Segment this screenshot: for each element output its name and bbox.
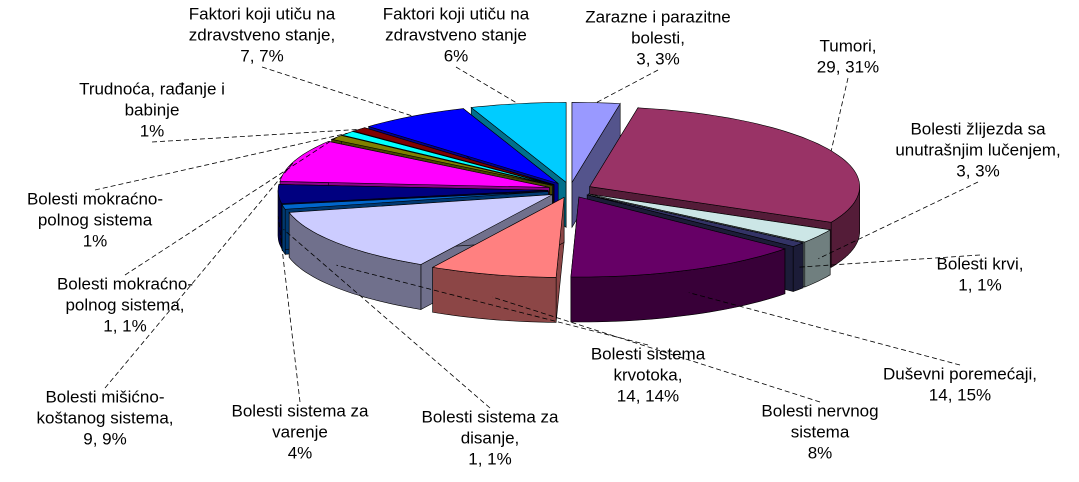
data-label: Duševni poremećaji, 14, 15% [688,292,1037,404]
data-label: Bolesti krvi, 1, 1% [798,254,1023,294]
label-value: 14, 15% [929,385,991,404]
label-name: Bolesti nervnog [761,401,878,420]
leader-line [104,160,296,389]
slice-top [352,127,555,185]
label-name: polnog sistema, [65,295,184,314]
label-value: 1, 1% [103,316,146,335]
label-value: 3, 3% [636,49,679,68]
label-name: Faktori koji utiču na [383,4,530,23]
label-name: Trudnoća, rađanje i [79,79,225,98]
data-label: Bolesti mišićno-koštanog sistema, 9, 9% [36,160,296,448]
label-value: 4% [288,443,313,462]
label-name: Bolesti krvi, [937,254,1024,273]
slice [431,196,565,323]
leader-line [336,264,649,346]
label-name: krvotoka, [614,365,683,384]
label-name: zdravstveno stanje [385,25,527,44]
leader-line [124,137,337,276]
label-name: Bolesti mokraćno- [57,274,193,293]
label-name: Bolesti sistema za [422,407,560,426]
leader-line [94,132,348,191]
data-label: Bolesti sistema za disanje, 1, 1% [283,229,560,468]
label-name: Bolesti sistema [591,344,706,363]
pie [277,101,861,323]
label-name: zdravstveno stanje, [189,25,335,44]
slice-top [571,101,621,184]
slice-top [587,194,805,247]
label-value: 1% [83,231,108,250]
label-value: 6% [444,46,469,65]
slice-top [470,102,567,184]
leader-line [688,292,961,366]
label-name: Bolesti sistema za [232,401,370,420]
label-value: 1% [140,121,165,140]
label-value: 7, 7% [240,46,283,65]
label-value: 29, 31% [817,57,879,76]
label-name: unutrašnjim lučenjem, [895,140,1060,159]
leader-line [283,229,491,409]
data-label: Bolesti nervnog sistema 8% [492,296,879,462]
data-label: Bolesti sistema za varenje 4% [232,216,370,462]
data-label: Faktori koji utiču na zdravstveno stanje 6… [383,4,530,105]
slice-top [367,108,559,184]
slice [571,101,621,229]
label-name: polnog sistema [38,210,153,229]
data-label: Trudnoća, rađanje i babinje 1% [79,79,359,143]
data-label: Bolesti žlijezda sa unutrašnjim lučenjem,… [818,119,1061,259]
leader-line [151,129,359,143]
slice-top [288,194,553,265]
label-value: 9, 9% [83,429,126,448]
leader-line [492,296,821,403]
label-name: sistema [791,422,850,441]
slice-top [277,184,549,204]
label-value: 1, 1% [958,275,1001,294]
leader-line [455,66,519,105]
leader-line [798,254,981,268]
label-name: bolesti, [631,28,685,47]
leader-line [277,216,301,403]
data-label: Faktori koji utiču na zdravstveno stanje,… [189,4,413,117]
data-label: Tumori, 29, 31% [817,36,879,151]
label-value: 14, 14% [617,386,679,405]
label-name: koštanog sistema, [36,408,173,427]
label-value: 8% [808,443,833,462]
label-name: Faktori koji utiču na [189,4,336,23]
label-name: Duševni poremećaji, [883,364,1037,383]
leader-line [261,66,413,117]
slice-top [281,191,549,210]
leader-line [830,77,849,151]
data-label: Bolesti sistema krvotoka, 14, 14% [336,264,706,405]
label-name: babinje [125,100,180,119]
data-label: Bolesti mokraćno-polnog sistema 1% [27,132,348,250]
label-name: disanje, [461,428,520,447]
label-value: 3, 3% [956,161,999,180]
slice-top [431,196,565,278]
data-label: Bolesti mokraćno-polnog sistema, 1, 1% [57,137,337,335]
leader-line [818,181,979,259]
label-name: Bolesti mokraćno- [27,189,163,208]
data-label: Zarazne i parazitne bolesti, 3, 3% [585,7,731,104]
label-name: Bolesti žlijezda sa [910,119,1046,138]
label-value: 1, 1% [468,449,511,468]
label-name: Tumori, [820,36,877,55]
label-name: Zarazne i parazitne [585,7,731,26]
slice [570,196,786,323]
slice-top [570,196,786,278]
label-name: Bolesti mišićno- [45,387,164,406]
slice-top [588,193,832,243]
label-name: varenje [272,422,328,441]
leader-line [596,69,659,104]
